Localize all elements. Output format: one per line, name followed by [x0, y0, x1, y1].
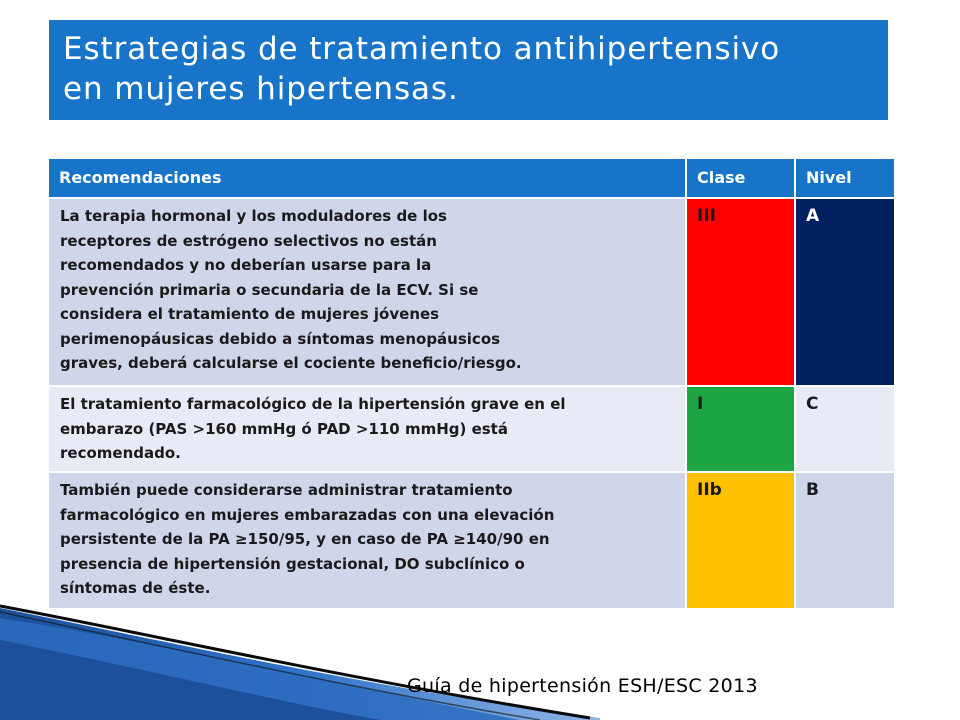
- text-line: graves, deberá calcularse el cociente be…: [60, 354, 522, 372]
- recommendation-text: También puede considerarse administrar t…: [47, 471, 687, 610]
- text-line: La terapia hormonal y los moduladores de…: [60, 207, 447, 225]
- table-header-row: Recomendaciones Clase Nivel: [47, 157, 896, 199]
- text-line: embarazo (PAS >160 mmHg ó PAD >110 mmHg)…: [60, 419, 508, 438]
- text-line: receptores de estrógeno selectivos no es…: [60, 231, 437, 250]
- header-recomendaciones: Recomendaciones: [47, 157, 687, 199]
- table-row: El tratamiento farmacológico de la hiper…: [47, 385, 896, 473]
- decorative-swoosh: [0, 604, 600, 720]
- text-line: farmacológico en mujeres embarazadas con…: [60, 505, 555, 524]
- recommendation-text: La terapia hormonal y los moduladores de…: [47, 197, 687, 387]
- text-line: persistente de la PA ≥150/95, y en caso …: [60, 530, 550, 548]
- text-line: También puede considerarse administrar t…: [60, 481, 513, 499]
- text-line: perimenopáusicas debido a síntomas menop…: [60, 329, 501, 348]
- text-line: recomendados y no deberían usarse para l…: [60, 256, 432, 274]
- text-line: síntomas de éste.: [60, 579, 211, 597]
- text-line: recomendado.: [60, 444, 181, 462]
- title-line-1: Estrategias de tratamiento antihipertens…: [63, 31, 781, 67]
- table-row: También puede considerarse administrar t…: [47, 471, 896, 610]
- header-clase: Clase: [685, 157, 796, 199]
- level-cell: B: [794, 471, 896, 610]
- text-line: El tratamiento farmacológico de la hiper…: [60, 395, 566, 413]
- recommendations-table: Recomendaciones Clase Nivel La terapia h…: [47, 157, 896, 610]
- title-line-2: en mujeres hipertensas.: [63, 71, 459, 107]
- header-nivel: Nivel: [794, 157, 896, 199]
- level-cell: A: [794, 197, 896, 387]
- level-cell: C: [794, 385, 896, 473]
- text-line: prevención primaria o secundaria de la E…: [60, 280, 479, 299]
- table-row: La terapia hormonal y los moduladores de…: [47, 197, 896, 387]
- text-line: presencia de hipertensión gestacional, D…: [60, 554, 525, 573]
- slide-title: Estrategias de tratamiento antihipertens…: [49, 20, 888, 120]
- class-cell: III: [685, 197, 796, 387]
- recommendation-text: El tratamiento farmacológico de la hiper…: [47, 385, 687, 473]
- class-cell: I: [685, 385, 796, 473]
- text-line: considera el tratamiento de mujeres jóve…: [60, 305, 440, 323]
- class-cell: IIb: [685, 471, 796, 610]
- source-citation: Guía de hipertensión ESH/ESC 2013: [407, 675, 758, 697]
